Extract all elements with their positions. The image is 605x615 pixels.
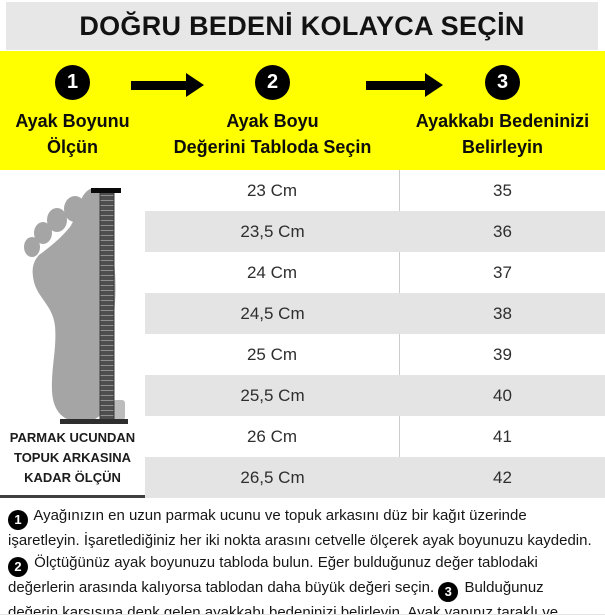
step-3-label-line2: Belirleyin: [461, 137, 544, 157]
foot-length-cell: 24,5 Cm: [240, 303, 305, 323]
foot-length-cell: 25,5 Cm: [240, 385, 305, 405]
step-1-label-line1: Ayak Boyunu: [15, 111, 130, 131]
step-1-number-badge: 1: [55, 65, 90, 100]
foot-caption: PARMAK UCUNDAN TOPUK ARKASINA KADAR ÖLÇÜ…: [0, 428, 145, 488]
size-table-row: 25 Cm 39: [145, 334, 605, 375]
page-title-bar: DOĞRU BEDENİ KOLAYCA SEÇİN: [6, 2, 598, 50]
step-3-number: 3: [496, 71, 509, 93]
foot-caption-line3: KADAR ÖLÇÜN: [24, 470, 121, 485]
shoe-size-cell: 40: [493, 385, 512, 405]
shoe-size-cell: 36: [493, 221, 512, 241]
size-table-row: 23,5 Cm 36: [145, 211, 605, 252]
size-table-area: PARMAK UCUNDAN TOPUK ARKASINA KADAR ÖLÇÜ…: [0, 170, 605, 498]
instruction-bullet-1-icon: 1: [8, 510, 28, 530]
steps-band: 1 Ayak Boyunu Ölçün 2 Ayak Boyu Değerini…: [0, 51, 605, 170]
page-title: DOĞRU BEDENİ KOLAYCA SEÇİN: [79, 10, 525, 41]
step-1-label: Ayak Boyunu Ölçün: [0, 108, 145, 160]
shoe-size-cell: 39: [493, 344, 512, 364]
foot-ruler-icon: [24, 187, 128, 424]
shoe-size-cell: 37: [493, 262, 512, 282]
arrow-right-icon: [131, 73, 204, 98]
step-2-label: Ayak Boyu Değerini Tabloda Seçin: [145, 108, 400, 160]
instructions: 1 Ayağınızın en uzun parmak ucunu ve top…: [0, 498, 605, 614]
step-2-label-line2: Değerini Tabloda Seçin: [173, 137, 372, 157]
shoe-size-cell: 35: [493, 180, 512, 200]
foot-measure-panel: PARMAK UCUNDAN TOPUK ARKASINA KADAR ÖLÇÜ…: [0, 170, 145, 498]
arrow-right-icon: [366, 73, 443, 98]
step-2-label-line1: Ayak Boyu: [226, 111, 319, 131]
instruction-text-2: Ölçtüğünüz ayak boyunuzu tabloda bulun. …: [8, 554, 538, 596]
shoe-size-cell: 41: [493, 426, 512, 446]
shoe-size-cell: 42: [493, 467, 512, 487]
step-3-label: Ayakkabı Bedeninizi Belirleyin: [400, 108, 605, 160]
foot-length-cell: 26 Cm: [145, 416, 400, 457]
step-2: 2 Ayak Boyu Değerini Tabloda Seçin: [145, 51, 400, 170]
instructions-text: 1 Ayağınızın en uzun parmak ucunu ve top…: [8, 505, 597, 615]
foot-length-cell: 23 Cm: [145, 170, 400, 211]
foot-length-cell: 24 Cm: [145, 252, 400, 293]
step-2-number-badge: 2: [255, 65, 290, 100]
foot-caption-line1: PARMAK UCUNDAN: [9, 430, 136, 445]
instruction-text-1: Ayağınızın en uzun parmak ucunu ve topuk…: [8, 507, 592, 549]
instruction-bullet-3-icon: 3: [438, 582, 459, 602]
arrow-shaft: [366, 81, 427, 90]
size-table-row: 24,5 Cm 38: [145, 293, 605, 334]
foot-length-cell: 25 Cm: [145, 334, 400, 375]
size-table: 23 Cm 35 23,5 Cm 36 24 Cm 37 24,5 Cm 38 …: [145, 170, 605, 498]
arrow-shaft: [131, 81, 188, 90]
step-1-label-line2: Ölçün: [46, 137, 98, 157]
foot-length-cell: 23,5 Cm: [240, 221, 305, 241]
step-3: 3 Ayakkabı Bedeninizi Belirleyin: [400, 51, 605, 170]
size-table-row: 26,5 Cm 42: [145, 457, 605, 498]
instruction-text-3: Bulduğunuz değerin karşısına denk gelen …: [8, 579, 559, 615]
foot-caption-line2: TOPUK ARKASINA: [13, 450, 131, 465]
step-3-number-badge: 3: [485, 65, 520, 100]
arrow-head: [425, 73, 443, 97]
size-table-row: 23 Cm 35: [145, 170, 605, 211]
shoe-size-cell: 38: [493, 303, 512, 323]
size-table-row: 24 Cm 37: [145, 252, 605, 293]
step-2-number: 2: [266, 71, 279, 93]
step-1: 1 Ayak Boyunu Ölçün: [0, 51, 145, 170]
arrow-head: [186, 73, 204, 97]
size-table-row: 26 Cm 41: [145, 416, 605, 457]
step-3-label-line1: Ayakkabı Bedeninizi: [415, 111, 590, 131]
instruction-bullet-2-icon: 2: [8, 557, 28, 577]
foot-length-cell: 26,5 Cm: [240, 467, 305, 487]
size-table-row: 25,5 Cm 40: [145, 375, 605, 416]
step-1-number: 1: [66, 71, 79, 93]
